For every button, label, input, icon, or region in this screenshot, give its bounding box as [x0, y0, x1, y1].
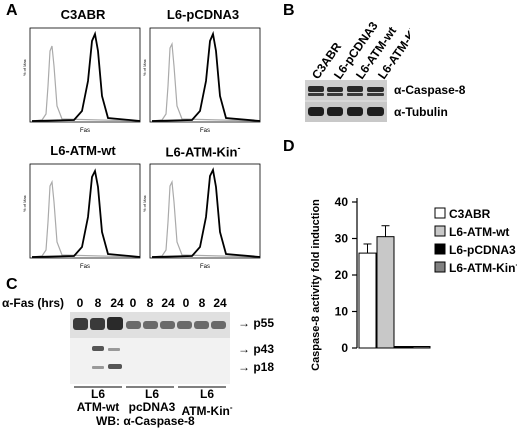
time-label: 24 [161, 296, 175, 310]
panel-letter-d: D [283, 138, 295, 155]
fas-time-axis-label: α-Fas (hrs) [2, 296, 65, 310]
group-label-l6-pcdna3: L6 pcDNA3 [128, 387, 176, 414]
histogram-c3abr: % of Max Fas [22, 27, 141, 134]
group-label-l6-atm-kin: L6 ATM-Kin- [181, 387, 233, 418]
blot-row-label-tubulin: α-Tubulin [394, 105, 448, 119]
panel-letter-c: C [6, 276, 18, 293]
band-label-p55: → p55 [238, 316, 275, 330]
hist-title-c3abr: C3ABR [60, 7, 106, 22]
time-label: 8 [94, 296, 102, 310]
legend-swatch [434, 207, 446, 219]
time-label: 8 [198, 296, 206, 310]
y-tick-label: 10 [335, 305, 349, 319]
blot-b-lane-labels: C3ABR L6-pCDNA3 L6-ATM-wt L6-ATM-Kin - [309, 13, 410, 81]
blot-c-image [70, 312, 230, 384]
hist-ylabel: % of Max [22, 59, 27, 76]
legend-label: L6-ATM-Kin- [449, 260, 517, 275]
y-axis-label: Caspase-8 activity fold induction [310, 199, 322, 371]
caspase8-activity-chart: Caspase-8 activity fold induction 0 10 20 3… [310, 195, 517, 371]
legend-swatch [434, 261, 446, 273]
histogram-l6-atm-kin: % of Max Fas [142, 163, 261, 270]
band-label-p43: → p43 [238, 342, 275, 356]
blot-b-image [305, 80, 387, 122]
panel-letter-a: A [6, 2, 18, 19]
legend-swatch [434, 225, 446, 237]
hist-ylabel: % of Max [142, 59, 147, 76]
bar-l6-pcdna3 [394, 346, 413, 349]
hist-title-l6-atm-kin: L6-ATM-Kin- [165, 143, 241, 160]
time-label: 24 [213, 296, 227, 310]
y-tick-label: 40 [335, 195, 349, 209]
hist-title-l6-atm-wt: L6-ATM-wt [50, 143, 116, 158]
bar-l6-atm-kin- [412, 346, 431, 349]
hist-title-l6-pcdna3: L6-pCDNA3 [166, 7, 240, 22]
group-brackets [74, 386, 226, 388]
legend-label: L6-pCDNA3 [449, 243, 516, 257]
time-label: 0 [182, 296, 190, 310]
bar-l6-atm-wt [376, 236, 395, 349]
group-label-l6-atm-wt: L6 ATM-wt [76, 387, 120, 414]
hist-ylabel: % of Max [22, 195, 27, 212]
bar-c3abr [358, 252, 377, 349]
band-label-p18: → p18 [238, 360, 275, 374]
hist-xlabel: Fas [80, 128, 90, 134]
hist-xlabel: Fas [200, 128, 210, 134]
y-tick-label: 30 [335, 232, 349, 246]
time-label: 0 [76, 296, 84, 310]
hist-ylabel: % of Max [142, 195, 147, 212]
legend-label: C3ABR [449, 207, 491, 221]
histogram-l6-pcdna3: % of Max Fas [142, 27, 261, 134]
hist-xlabel: Fas [80, 264, 90, 270]
panel-letter-b: B [283, 2, 295, 19]
time-label: 8 [146, 296, 154, 310]
legend-label: L6-ATM-wt [449, 225, 509, 239]
hist-xlabel: Fas [200, 264, 210, 270]
time-label: 24 [110, 296, 124, 310]
blot-row-label-caspase8: α-Caspase-8 [394, 83, 466, 97]
histogram-l6-atm-wt: % of Max Fas [22, 163, 141, 270]
y-tick-label: 0 [341, 341, 348, 355]
wb-label: WB: α-Caspase-8 [96, 414, 195, 428]
time-label: 0 [129, 296, 137, 310]
legend-swatch [434, 243, 446, 255]
y-tick-label: 20 [335, 268, 349, 282]
